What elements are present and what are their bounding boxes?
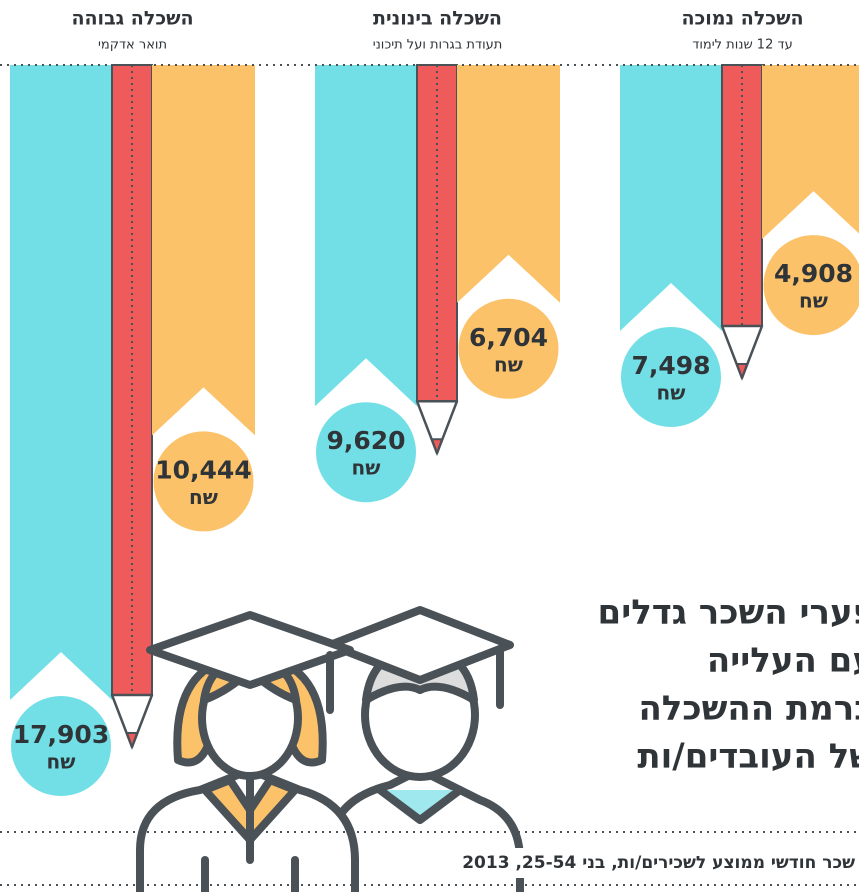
pencil-body bbox=[722, 65, 762, 326]
value-label: 7,498 bbox=[631, 351, 710, 380]
chart-title: פערי השכר גדלים עם העלייה ברמת ההשכלה של הע… bbox=[598, 593, 859, 777]
value-label: 6,704 bbox=[469, 323, 548, 352]
group-subtitle: תעודת בגרות ועל תיכוני bbox=[373, 38, 503, 53]
group-title: השכלה בינונית bbox=[373, 8, 502, 30]
chart: 7,498שח4,908שח9,620שח6,704שח17,903שח10,4… bbox=[0, 0, 859, 892]
value-unit: שח bbox=[799, 289, 828, 313]
title-line: ברמת ההשכלה bbox=[638, 689, 859, 729]
ribbon bbox=[315, 65, 417, 406]
title-line: של העובדים/ות bbox=[637, 737, 859, 777]
value-unit: שח bbox=[352, 456, 381, 480]
ribbon bbox=[152, 65, 255, 435]
pencil-lead bbox=[127, 733, 137, 747]
group-subtitle: עד 12 שנות לימוד bbox=[692, 38, 792, 53]
value-label: 4,908 bbox=[774, 259, 853, 288]
page: 7,498שח4,908שח9,620שח6,704שח17,903שח10,4… bbox=[0, 0, 859, 892]
group-subtitle: תואר אדקמי bbox=[98, 38, 167, 53]
title-line: עם העלייה bbox=[707, 641, 859, 681]
ribbon bbox=[620, 65, 722, 331]
pencil-lead bbox=[432, 439, 442, 453]
value-unit: שח bbox=[657, 380, 686, 404]
value-unit: שח bbox=[189, 485, 218, 509]
group-title: השכלה נמוכה bbox=[681, 8, 803, 30]
pencil-lead bbox=[737, 364, 747, 378]
value-unit: שח bbox=[47, 750, 76, 774]
value-label: 9,620 bbox=[326, 426, 405, 455]
ribbon bbox=[457, 65, 560, 303]
value-label: 10,444 bbox=[155, 455, 251, 484]
title-line: פערי השכר גדלים bbox=[598, 593, 859, 633]
value-label: 17,903 bbox=[13, 720, 109, 749]
ribbon bbox=[762, 65, 859, 239]
value-unit: שח bbox=[494, 352, 523, 376]
ribbon bbox=[10, 65, 112, 700]
chart-note: שכר חודשי ממוצע לשכירים/ות, בני 25-54, 2… bbox=[462, 853, 855, 873]
group-title: השכלה גבוהה bbox=[71, 8, 193, 30]
